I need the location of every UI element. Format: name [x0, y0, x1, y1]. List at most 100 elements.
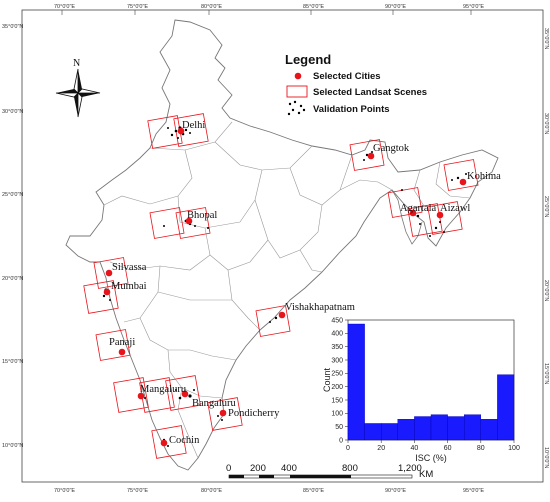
histogram-y-tick-label: 300 — [331, 357, 343, 364]
lat-tick-right-30: 30°0'0"N — [543, 113, 549, 134]
histogram-y-tick-label: 400 — [331, 331, 343, 338]
histogram-x-label: ISC (%) — [415, 453, 447, 463]
city-label-bangaluru: Bangaluru — [192, 398, 236, 409]
city-dot-vishakhapatnam — [278, 311, 286, 319]
city-dot-panaji — [118, 348, 126, 356]
city-label-vishakhapatnam: Vishakhapatnam — [285, 302, 355, 313]
legend-item-scenes: Selected Landsat Scenes — [313, 87, 427, 98]
histogram-bar-3 — [397, 419, 415, 441]
longitude-ticks: 70°0'0"E 75°0'0"E 80°0'0"E 85°0'0"E 90°0… — [54, 4, 484, 494]
city-dot-pondicherry — [219, 409, 227, 417]
india-outline — [65, 19, 499, 471]
city-dot-mumbai — [103, 288, 111, 296]
legend: Legend Selected Cities Selected Landsat … — [285, 52, 427, 116]
city-label-cochin: Cochin — [169, 435, 200, 446]
histogram-y-tick-label: 350 — [331, 344, 343, 351]
histogram-y-tick-label: 250 — [331, 371, 343, 378]
city-label-bhopal: Bhopal — [187, 210, 217, 221]
city-label-agartala: Agartala — [400, 203, 436, 214]
histogram-bar-5 — [430, 414, 448, 441]
histogram-y-tick-label: 50 — [335, 424, 343, 431]
histogram-x-ticks: 0 20 40 60 80 100 — [346, 440, 520, 452]
lon-tick-bottom-90: 90°0'0"E — [385, 488, 406, 494]
city-labels: Delhi Gangtok Kohima Bhopal Agartala Aiz… — [109, 120, 501, 446]
city-label-pondicherry: Pondicherry — [228, 408, 280, 419]
city-dot-mangaluru — [137, 392, 145, 400]
lat-tick-left-25: 25°0'0"N — [2, 192, 23, 198]
lat-tick-left-20: 20°0'0"N — [2, 276, 23, 282]
city-dot-delhi — [177, 127, 185, 135]
histogram-bar-7 — [464, 414, 482, 441]
histogram-x-tick-label: 0 — [346, 445, 350, 452]
city-label-mumbai: Mumbai — [111, 281, 147, 292]
histogram-x-tick-label: 80 — [477, 445, 485, 452]
city-label-aizawl: Aizawl — [440, 203, 470, 214]
lon-tick-bottom-70: 70°0'0"E — [54, 488, 75, 494]
north-arrow-icon — [55, 68, 101, 118]
lon-tick-bottom-75: 75°0'0"E — [127, 488, 148, 494]
scale-label-400: 400 — [281, 463, 297, 474]
city-dot-silvassa — [105, 269, 113, 277]
legend-item-cities: Selected Cities — [313, 71, 381, 82]
isc-histogram: 0 50 100 150 200 250 300 350 400 450 0 20 40 60 80 100… — [317, 314, 530, 466]
legend-title: Legend — [285, 52, 331, 67]
red-rectangle-icon — [286, 85, 308, 98]
lat-tick-left-15: 15°0'0"N — [2, 359, 23, 365]
scale-label-1200: 1,200 — [398, 463, 422, 474]
histogram-x-tick-label: 60 — [444, 445, 452, 452]
lat-tick-left-35: 35°0'0"N — [2, 24, 23, 30]
lon-tick-top-75: 75°0'0"E — [127, 4, 148, 10]
city-dot-gangtok — [367, 152, 375, 160]
scale-label-800: 800 — [342, 463, 358, 474]
histogram-x-tick-label: 100 — [508, 445, 520, 452]
histogram-bar-2 — [381, 423, 399, 441]
city-label-kohima: Kohima — [467, 171, 501, 182]
lon-tick-top-70: 70°0'0"E — [54, 4, 75, 10]
city-dot-bangaluru — [181, 390, 189, 398]
lat-tick-right-25: 25°0'0"N — [543, 196, 549, 217]
histogram-y-tick-label: 450 — [331, 317, 343, 324]
histogram-bar-0 — [347, 323, 365, 441]
histogram-bar-4 — [414, 416, 432, 441]
city-dot-kohima — [459, 178, 467, 186]
lon-tick-top-85: 85°0'0"E — [303, 4, 324, 10]
city-label-mangaluru: Mangaluru — [140, 384, 187, 395]
lat-tick-right-10: 10°0'0"N — [543, 447, 549, 468]
lat-tick-right-20: 20°0'0"N — [543, 280, 549, 301]
black-dots-icon — [287, 100, 306, 116]
lon-tick-bottom-95: 95°0'0"E — [463, 488, 484, 494]
histogram-bar-1 — [364, 423, 382, 441]
histogram-x-tick-label: 40 — [411, 445, 419, 452]
histogram-y-label: Count — [322, 368, 332, 393]
histogram-bar-6 — [447, 416, 465, 441]
lat-tick-right-15: 15°0'0"N — [543, 363, 549, 384]
histogram-y-ticks: 0 50 100 150 200 250 300 350 400 450 — [331, 317, 348, 444]
histogram-y-tick-label: 0 — [339, 437, 343, 444]
lon-tick-top-95: 95°0'0"E — [463, 4, 484, 10]
city-dot-agartala — [409, 209, 417, 217]
lat-tick-left-10: 10°0'0"N — [2, 443, 23, 449]
scale-label-0: 0 — [226, 463, 231, 474]
histogram-y-tick-label: 150 — [331, 397, 343, 404]
scale-unit: KM — [419, 469, 433, 480]
histogram-bar-8 — [480, 419, 498, 441]
city-label-silvassa: Silvassa — [112, 262, 147, 273]
city-dot-bhopal — [185, 217, 193, 225]
scale-bar: 0 200 400 800 1,200 KM — [226, 463, 433, 480]
histogram-x-tick-label: 20 — [377, 445, 385, 452]
lon-tick-top-90: 90°0'0"E — [385, 4, 406, 10]
histogram-y-tick-label: 200 — [331, 384, 343, 391]
latitude-ticks: 35°0'0"N 30°0'0"N 25°0'0"N 20°0'0"N 15°0… — [2, 24, 549, 468]
lat-tick-left-30: 30°0'0"N — [2, 109, 23, 115]
city-dot-cochin — [160, 439, 168, 447]
city-label-delhi: Delhi — [182, 120, 205, 131]
state-boundaries — [103, 121, 471, 459]
northeast-border — [391, 189, 423, 245]
lon-tick-bottom-85: 85°0'0"E — [303, 488, 324, 494]
histogram-y-tick-label: 100 — [331, 411, 343, 418]
city-label-panaji: Panaji — [109, 337, 135, 348]
lat-tick-right-35: 35°0'0"N — [543, 28, 549, 49]
legend-item-validation: Validation Points — [313, 104, 390, 115]
histogram-bar-9 — [497, 374, 515, 441]
